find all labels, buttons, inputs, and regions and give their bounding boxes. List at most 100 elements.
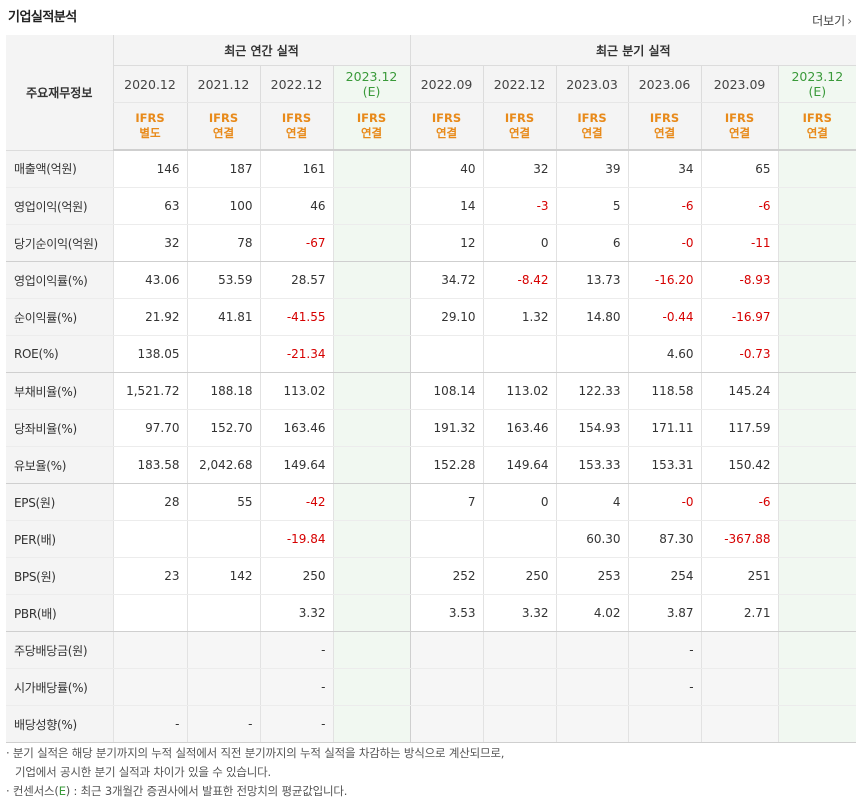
table-cell: 152.28 — [409, 446, 484, 484]
table-cell: 21.92 — [112, 298, 187, 336]
table-cell — [482, 335, 557, 373]
table-row: 주당배당금(원) - - — [6, 631, 857, 669]
accounting-standard: IFRS 연결 — [482, 102, 557, 151]
consolidation-label: 연결 — [581, 126, 603, 140]
table-cell: 150.42 — [700, 446, 779, 484]
table-cell: 138.05 — [112, 335, 187, 373]
table-cell — [777, 557, 857, 595]
table-cell: 46 — [259, 187, 333, 225]
table-cell — [409, 520, 484, 558]
table-cell — [332, 372, 411, 410]
table-cell — [186, 668, 260, 706]
table-cell — [332, 409, 411, 447]
table-cell: 13.73 — [555, 261, 629, 299]
period-header: 2023.09 — [700, 65, 779, 103]
row-label: 당기순이익(억원) — [6, 224, 113, 262]
table-cell: 87.30 — [627, 520, 702, 558]
note-1: · 분기 실적은 해당 분기까지의 누적 실적에서 직전 분기까지의 누적 실적… — [6, 746, 505, 760]
table-cell — [409, 668, 484, 706]
table-cell: -19.84 — [259, 520, 333, 558]
table-cell: 253 — [555, 557, 629, 595]
table-cell — [777, 483, 857, 521]
table-cell: 28.57 — [259, 261, 333, 299]
period-header: 2023.06 — [627, 65, 702, 103]
table-cell — [332, 261, 411, 299]
period-date: 2020.12 — [124, 76, 176, 92]
table-cell: 97.70 — [112, 409, 187, 447]
accounting-standard: IFRS 연결 — [700, 102, 779, 151]
period-date: 2023.12 — [791, 69, 844, 84]
table-cell — [112, 631, 187, 669]
note-3: · 컨센서스(E) : 최근 3개월간 증권사에서 발표한 전망치의 평균값입니… — [6, 784, 348, 798]
chevron-right-icon: › — [847, 14, 852, 28]
table-cell: -6 — [627, 187, 702, 225]
row-label: 순이익률(%) — [6, 298, 113, 336]
period-header: 2022.12 — [482, 65, 557, 103]
table-cell — [777, 705, 857, 743]
ifrs-label: IFRS — [356, 111, 387, 125]
table-cell: 149.64 — [259, 446, 333, 484]
table-cell: 154.93 — [555, 409, 629, 447]
table-cell — [777, 187, 857, 225]
table-cell — [482, 705, 557, 743]
table-cell: 28 — [112, 483, 187, 521]
table-cell: 163.46 — [482, 409, 557, 447]
table-row: EPS(원) 28 55 -42 7 0 4 -0 -6 — [6, 483, 857, 521]
table-row: 매출액(억원) 146 187 161 40 32 39 34 65 — [6, 150, 857, 188]
table-cell: 32 — [112, 224, 187, 262]
table-cell — [700, 631, 779, 669]
period-header: 2023.12 (E) — [777, 65, 857, 103]
table-cell: 122.33 — [555, 372, 629, 410]
table-cell: 63 — [112, 187, 187, 225]
table-row: BPS(원) 23 142 250 252 250 253 254 251 — [6, 557, 857, 595]
table-cell — [332, 224, 411, 262]
table-cell — [186, 594, 260, 632]
table-row: 순이익률(%) 21.92 41.81 -41.55 29.10 1.32 14.80 -0.… — [6, 298, 857, 336]
table-cell — [777, 446, 857, 484]
consolidation-label: 연결 — [653, 126, 676, 140]
table-cell: 3.87 — [627, 594, 702, 632]
table-cell: 41.81 — [186, 298, 260, 336]
table-cell: 118.58 — [627, 372, 702, 410]
table-cell: 188.18 — [186, 372, 260, 410]
table-cell: 6 — [555, 224, 629, 262]
note-2: 기업에서 공시한 분기 실적과 차이가 있을 수 있습니다. — [15, 765, 272, 779]
row-label: 주당배당금(원) — [6, 631, 113, 669]
row-label: ROE(%) — [6, 335, 113, 373]
period-date: 2021.12 — [197, 76, 250, 92]
table-cell — [555, 631, 629, 669]
consolidation-label: 별도 — [139, 126, 161, 140]
row-label: 매출액(억원) — [6, 150, 113, 188]
table-row: PBR(배) 3.32 3.53 3.32 4.02 3.87 2.71 — [6, 594, 857, 632]
table-cell: - — [627, 631, 702, 669]
table-cell — [186, 631, 260, 669]
period-date: 2023.06 — [638, 76, 691, 92]
consolidation-label: 연결 — [212, 126, 235, 140]
table-cell — [332, 594, 411, 632]
table-row: PER(배) -19.84 60.30 87.30 -367.88 — [6, 520, 857, 558]
more-label: 더보기 — [812, 14, 846, 28]
period-date: 2023.12 — [345, 69, 398, 84]
table-cell — [409, 705, 484, 743]
table-cell: - — [259, 705, 333, 743]
table-cell — [777, 335, 857, 373]
table-cell — [332, 668, 411, 706]
table-cell: - — [259, 631, 333, 669]
table-cell: 251 — [700, 557, 779, 595]
period-date: 2022.12 — [493, 76, 546, 92]
table-cell: 39 — [555, 150, 629, 188]
table-cell: 191.32 — [409, 409, 484, 447]
accounting-standard: IFRS 연결 — [259, 102, 333, 151]
table-cell: 2,042.68 — [186, 446, 260, 484]
more-link[interactable]: 더보기 › — [812, 12, 852, 29]
row-label: 영업이익률(%) — [6, 261, 113, 299]
table-cell — [777, 409, 857, 447]
table-cell — [332, 520, 411, 558]
header-ifrs-row: IFRS 별도 IFRS 연결 IFRS 연결 IFRS 연결 IFRS 연결 IFRS 연결 IFRS… — [6, 102, 857, 151]
table-cell: 0 — [482, 483, 557, 521]
estimate-mark: (E) — [362, 84, 381, 99]
table-cell: 108.14 — [409, 372, 484, 410]
table-cell: -0 — [627, 483, 702, 521]
table-cell — [332, 557, 411, 595]
table-row: 부채비율(%) 1,521.72 188.18 113.02 108.14 113.02 1… — [6, 372, 857, 410]
